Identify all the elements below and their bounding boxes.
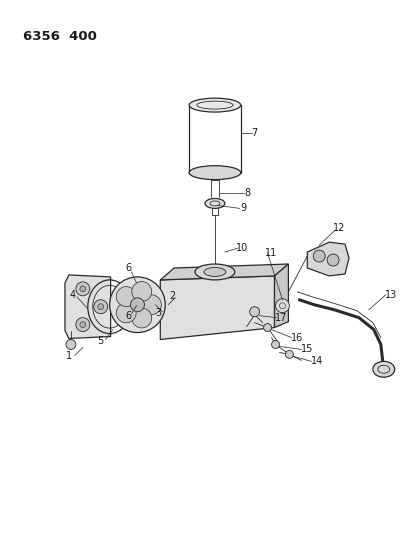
Text: 11: 11 <box>266 248 278 258</box>
Ellipse shape <box>205 198 225 208</box>
Circle shape <box>132 308 152 328</box>
Circle shape <box>80 286 86 292</box>
Text: 6356  400: 6356 400 <box>23 30 97 43</box>
Circle shape <box>110 277 165 333</box>
Polygon shape <box>160 276 275 340</box>
Circle shape <box>76 318 90 332</box>
Ellipse shape <box>195 264 235 280</box>
Polygon shape <box>307 242 349 276</box>
Text: 16: 16 <box>291 333 304 343</box>
Circle shape <box>250 306 259 317</box>
Ellipse shape <box>373 361 395 377</box>
Text: 3: 3 <box>155 308 162 318</box>
Circle shape <box>76 282 90 296</box>
Text: 6: 6 <box>125 311 131 321</box>
Text: 2: 2 <box>169 291 175 301</box>
Text: 7: 7 <box>251 128 258 138</box>
Circle shape <box>132 281 152 302</box>
Polygon shape <box>275 264 288 328</box>
Circle shape <box>131 298 144 312</box>
Text: 6: 6 <box>125 263 131 273</box>
Circle shape <box>286 350 293 358</box>
Circle shape <box>264 324 272 332</box>
Ellipse shape <box>204 268 226 277</box>
Text: 13: 13 <box>385 290 397 300</box>
Text: 9: 9 <box>241 204 247 213</box>
Text: 5: 5 <box>98 336 104 346</box>
Ellipse shape <box>189 98 241 112</box>
Circle shape <box>142 295 161 314</box>
Circle shape <box>135 285 142 293</box>
Ellipse shape <box>189 166 241 180</box>
Text: 10: 10 <box>235 243 248 253</box>
Circle shape <box>313 250 325 262</box>
Text: 8: 8 <box>245 188 251 198</box>
Circle shape <box>327 254 339 266</box>
Polygon shape <box>160 264 288 280</box>
Text: 17: 17 <box>275 313 288 322</box>
Text: 15: 15 <box>301 344 313 354</box>
Text: 1: 1 <box>66 351 72 361</box>
Text: 14: 14 <box>311 357 324 366</box>
Polygon shape <box>65 275 111 338</box>
Text: 12: 12 <box>333 223 345 233</box>
Circle shape <box>66 340 76 350</box>
Circle shape <box>116 287 136 306</box>
Circle shape <box>116 303 136 323</box>
Circle shape <box>94 300 108 314</box>
Circle shape <box>275 299 289 313</box>
Circle shape <box>80 321 86 328</box>
Text: 4: 4 <box>70 290 76 300</box>
Circle shape <box>98 304 104 310</box>
Circle shape <box>272 341 279 349</box>
